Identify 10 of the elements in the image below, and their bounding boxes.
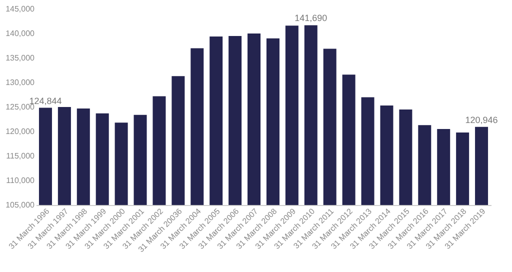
data-label: 120,946 (465, 114, 498, 125)
y-tick-label: 105,000 (6, 200, 36, 210)
y-tick-label: 140,000 (6, 29, 36, 38)
data-label: 141,690 (294, 13, 328, 24)
y-tick-label: 110,000 (6, 176, 36, 185)
y-tick-label: 135,000 (6, 54, 36, 62)
y-tick-label: 145,000 (6, 4, 36, 14)
y-tick-label: 115,000 (6, 152, 36, 160)
y-tick-label: 130,000 (6, 78, 36, 87)
y-tick-label: 120,000 (6, 127, 36, 136)
